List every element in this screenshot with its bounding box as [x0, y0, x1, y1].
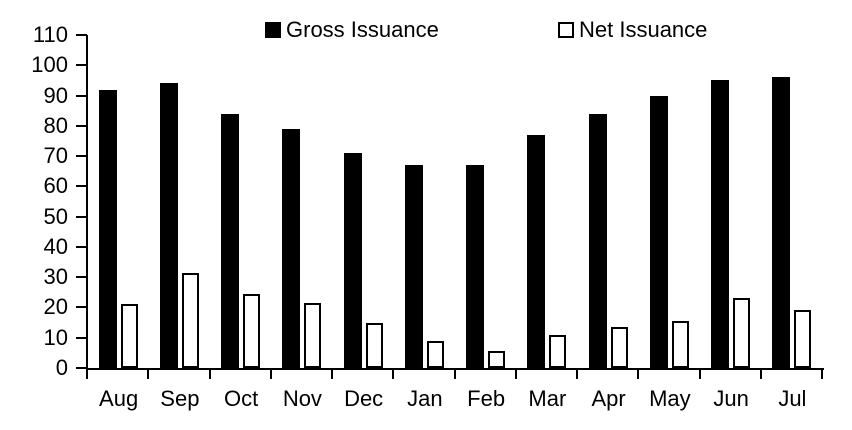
bar-net-issuance-apr	[610, 327, 628, 368]
bar-net-issuance-jan	[426, 340, 444, 368]
x-tick-1	[147, 368, 150, 379]
bar-gross-issuance-apr	[588, 113, 607, 368]
bar-net-issuance-nov	[304, 302, 322, 368]
x-tick-7	[514, 368, 517, 379]
bar-net-issuance-jul	[794, 310, 812, 368]
x-tick-label-jul: Jul	[778, 386, 807, 411]
bar-net-issuance-sep	[181, 272, 199, 368]
y-tick-60	[76, 185, 87, 188]
bar-gross-issuance-mar	[527, 134, 546, 368]
x-tick-label-nov: Nov	[282, 386, 322, 411]
bar-net-issuance-feb	[488, 351, 505, 368]
y-tick-10	[76, 336, 87, 339]
x-tick-0	[86, 368, 88, 379]
bar-gross-issuance-aug	[98, 89, 117, 368]
y-tick-40	[76, 245, 87, 248]
x-tick-3	[269, 368, 272, 379]
bar-net-issuance-may	[671, 321, 689, 368]
bar-net-issuance-dec	[365, 322, 383, 368]
bar-net-issuance-mar	[549, 334, 567, 368]
x-tick-label-may: May	[649, 386, 691, 411]
y-axis-line	[86, 35, 88, 370]
y-tick-label-50: 50	[43, 203, 68, 229]
x-tick-9	[637, 368, 640, 379]
x-tick-label-aug: Aug	[99, 386, 139, 411]
y-tick-label-30: 30	[43, 264, 68, 290]
y-tick-label-0: 0	[55, 355, 68, 380]
y-tick-20	[76, 306, 87, 309]
legend-label-gross-issuance: Gross Issuance	[286, 17, 439, 42]
x-tick-5	[392, 368, 395, 379]
bar-gross-issuance-may	[649, 95, 668, 368]
bar-gross-issuance-sep	[159, 83, 178, 368]
x-tick-6	[453, 368, 456, 379]
y-tick-label-90: 90	[43, 82, 68, 108]
y-tick-100	[76, 64, 87, 67]
bar-net-issuance-aug	[120, 304, 138, 368]
x-tick-label-dec: Dec	[344, 386, 384, 411]
y-tick-label-20: 20	[43, 294, 68, 320]
x-tick-label-apr: Apr	[591, 386, 626, 411]
x-tick-label-oct: Oct	[224, 386, 259, 411]
y-tick-70	[76, 155, 87, 158]
x-tick-10	[698, 368, 701, 379]
y-tick-110	[76, 34, 87, 36]
y-tick-label-70: 70	[43, 143, 68, 169]
y-tick-label-80: 80	[43, 112, 68, 138]
y-tick-label-40: 40	[43, 233, 68, 259]
bar-gross-issuance-feb	[466, 165, 484, 368]
y-tick-label-110: 110	[32, 22, 68, 47]
x-tick-label-jun: Jun	[713, 386, 749, 411]
bar-gross-issuance-dec	[343, 153, 362, 368]
y-tick-label-60: 60	[43, 173, 68, 199]
bar-net-issuance-oct	[243, 293, 260, 368]
bar-gross-issuance-jun	[711, 80, 729, 368]
legend-item-gross-issuance: Gross Issuance	[265, 16, 439, 44]
x-tick-label-mar: Mar	[528, 386, 567, 411]
x-tick-label-jan: Jan	[407, 386, 443, 411]
x-tick-2	[208, 368, 211, 379]
bar-gross-issuance-jul	[772, 77, 791, 368]
x-tick-12	[821, 368, 823, 379]
x-tick-label-sep: Sep	[160, 386, 200, 411]
legend-label-net-issuance: Net Issuance	[579, 17, 708, 42]
x-tick-4	[331, 368, 333, 379]
x-tick-11	[759, 368, 762, 379]
plot-area	[88, 35, 823, 368]
y-tick-30	[76, 276, 87, 279]
bar-gross-issuance-nov	[282, 128, 301, 368]
bar-gross-issuance-oct	[221, 113, 239, 368]
x-tick-8	[576, 368, 578, 379]
gross-issuance-swatch-icon	[265, 22, 281, 38]
y-tick-90	[76, 94, 87, 97]
y-tick-50	[76, 215, 87, 218]
bar-gross-issuance-jan	[404, 165, 423, 368]
y-tick-label-10: 10	[43, 324, 68, 350]
y-tick-80	[76, 124, 87, 127]
y-tick-0	[76, 367, 87, 369]
bar-net-issuance-jun	[733, 298, 750, 368]
net-issuance-swatch-icon	[558, 22, 574, 38]
legend-item-net-issuance: Net Issuance	[558, 16, 707, 44]
y-tick-label-100: 100	[31, 52, 68, 78]
x-tick-label-feb: Feb	[467, 386, 506, 411]
